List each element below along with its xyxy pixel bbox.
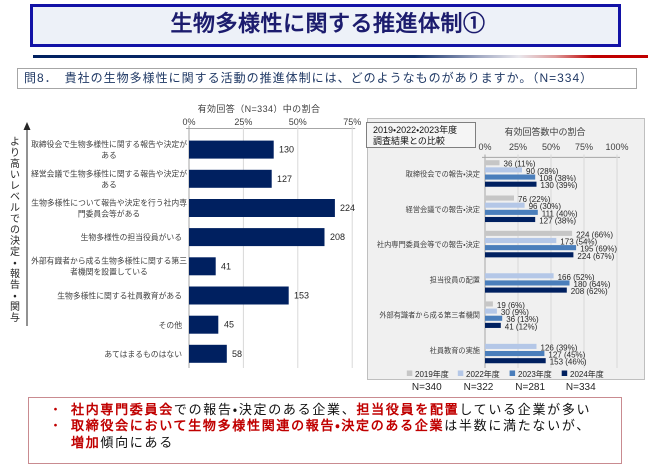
svg-text:76 (22%): 76 (22%): [518, 195, 551, 204]
svg-text:108 (38%): 108 (38%): [539, 174, 576, 183]
svg-text:224 (67%): 224 (67%): [577, 252, 614, 261]
svg-text:36 (13%): 36 (13%): [506, 315, 539, 324]
svg-text:門委員会等がある: 門委員会等がある: [78, 209, 140, 219]
svg-text:社員教育の実施: 社員教育の実施: [430, 346, 480, 355]
svg-text:50%: 50%: [289, 117, 307, 127]
svg-text:75%: 75%: [575, 142, 593, 152]
svg-text:41: 41: [221, 261, 231, 271]
svg-text:75%: 75%: [343, 117, 361, 127]
svg-text:180 (64%): 180 (64%): [574, 280, 611, 289]
svg-text:224: 224: [340, 203, 355, 213]
svg-text:2019年度: 2019年度: [415, 369, 449, 379]
svg-text:96 (30%): 96 (30%): [529, 202, 562, 211]
svg-text:ある: ある: [101, 151, 117, 160]
svg-text:100%: 100%: [605, 142, 628, 152]
svg-text:生物多様性に関する社員教育がある: 生物多様性に関する社員教育がある: [57, 291, 182, 301]
svg-text:41 (12%): 41 (12%): [505, 322, 538, 331]
svg-text:N=334: N=334: [566, 382, 596, 393]
svg-text:130 (39%): 130 (39%): [541, 181, 578, 190]
svg-text:127 (45%): 127 (45%): [548, 351, 585, 360]
svg-text:30 (9%): 30 (9%): [501, 308, 529, 317]
svg-text:経営会議で生物多様性に関する報告や決定が: 経営会議で生物多様性に関する報告や決定が: [31, 168, 187, 178]
svg-text:ある: ある: [101, 180, 117, 189]
svg-text:153: 153: [294, 291, 309, 301]
svg-text:208 (62%): 208 (62%): [571, 287, 608, 296]
svg-text:0%: 0%: [478, 142, 491, 152]
svg-text:127 (38%): 127 (38%): [539, 216, 576, 225]
svg-text:あてはまるものはない: あてはまるものはない: [104, 350, 182, 359]
svg-text:N=322: N=322: [464, 382, 494, 393]
svg-text:N=281: N=281: [515, 382, 545, 393]
svg-text:126 (39%): 126 (39%): [541, 343, 578, 352]
svg-text:取締役会での報告・決定: 取締役会での報告・決定: [406, 169, 480, 178]
svg-text:生物多様性について報告や決定を行う社内専: 生物多様性について報告や決定を行う社内専: [31, 198, 187, 208]
svg-text:36 (11%): 36 (11%): [504, 160, 536, 169]
svg-text:153 (46%): 153 (46%): [550, 358, 587, 367]
svg-text:90 (28%): 90 (28%): [526, 167, 559, 176]
svg-text:その他: その他: [159, 320, 183, 330]
svg-text:173 (54%): 173 (54%): [560, 237, 597, 246]
svg-text:166 (52%): 166 (52%): [558, 273, 595, 282]
svg-text:外部有識者から成る第三者機関: 外部有識者から成る第三者機関: [379, 311, 480, 320]
svg-text:外部有識者から成る生物多様性に関する第三: 外部有識者から成る生物多様性に関する第三: [31, 256, 187, 266]
svg-text:58: 58: [232, 349, 242, 359]
svg-text:者機関を設置している: 者機関を設置している: [70, 267, 148, 277]
svg-text:2022年度: 2022年度: [466, 369, 500, 379]
svg-text:取締役会で生物多様性に関する報告や決定が: 取締役会で生物多様性に関する報告や決定が: [31, 139, 187, 149]
svg-text:より高いレベルでの決定・報告・関与: より高いレベルでの決定・報告・関与: [10, 136, 20, 324]
svg-text:25%: 25%: [509, 142, 527, 152]
svg-text:50%: 50%: [542, 142, 560, 152]
svg-text:25%: 25%: [234, 117, 252, 127]
svg-text:有効回答数中の割合: 有効回答数中の割合: [504, 126, 585, 137]
svg-text:127: 127: [277, 174, 292, 184]
svg-text:19 (6%): 19 (6%): [497, 301, 525, 310]
svg-text:生物多様性の担当役員がいる: 生物多様性の担当役員がいる: [81, 232, 182, 242]
svg-text:担当役員の配置: 担当役員の配置: [430, 275, 480, 284]
svg-text:45: 45: [224, 320, 234, 330]
svg-text:195 (69%): 195 (69%): [580, 245, 617, 254]
svg-text:有効回答（N=334）中の割合: 有効回答（N=334）中の割合: [198, 103, 321, 114]
svg-text:130: 130: [279, 145, 294, 155]
svg-text:2023年度: 2023年度: [518, 369, 552, 379]
svg-text:0%: 0%: [182, 117, 195, 127]
svg-text:N=340: N=340: [412, 382, 442, 393]
svg-text:224 (66%): 224 (66%): [576, 230, 613, 239]
svg-text:2024年度: 2024年度: [570, 369, 604, 379]
svg-text:111 (40%): 111 (40%): [542, 209, 578, 218]
svg-text:208: 208: [330, 232, 345, 242]
svg-text:経営会議での報告・決定: 経営会議での報告・決定: [406, 205, 480, 214]
svg-text:社内専門委員会等での報告・決定: 社内専門委員会等での報告・決定: [377, 240, 480, 249]
